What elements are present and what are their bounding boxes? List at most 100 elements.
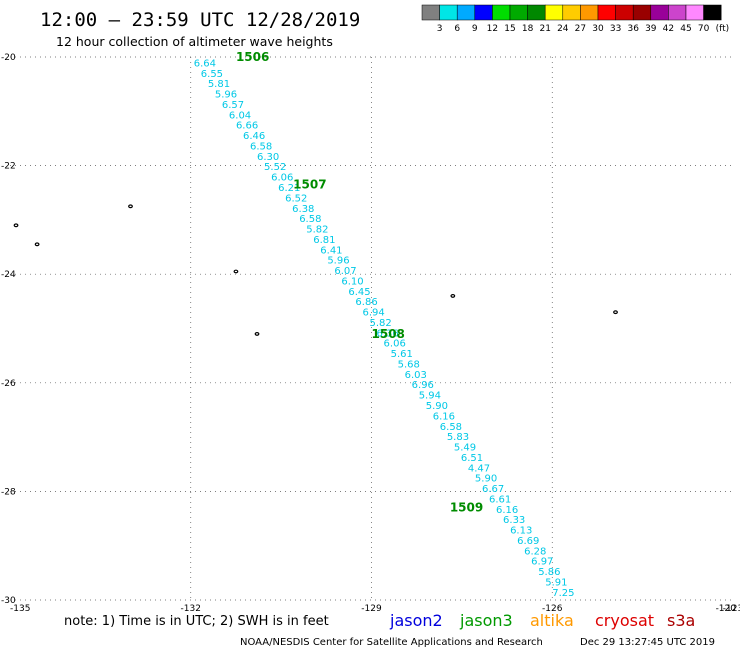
wave-height-value: 4.47 — [468, 463, 490, 474]
wave-height-value: 6.52 — [285, 193, 307, 204]
island-shape — [254, 332, 260, 336]
wave-height-value: 6.58 — [250, 141, 272, 152]
wave-height-value: 6.07 — [334, 266, 356, 277]
wave-height-value: 7.25 — [552, 588, 574, 599]
wave-height-value: 5.61 — [391, 349, 413, 360]
colorbar-swatch — [597, 4, 616, 21]
wave-height-value: 6.69 — [517, 536, 539, 547]
colorbar-swatch — [509, 4, 528, 21]
colorbar-label: 3 — [437, 24, 443, 34]
wave-height-value: 6.16 — [496, 505, 518, 516]
pass-number-label: 1509 — [450, 501, 483, 515]
wave-height-value: 6.61 — [489, 494, 511, 505]
colorbar-label: 21 — [539, 24, 550, 34]
colorbar-swatch — [456, 4, 476, 21]
wave-height-value: 5.91 — [545, 577, 567, 588]
colorbar-label: 42 — [663, 24, 674, 34]
colorbar-swatch — [492, 4, 511, 21]
colorbar-unit: (ft) — [716, 24, 730, 34]
colorbar-swatch — [527, 4, 546, 21]
pass-labels: 1506 1507 1508 1509 — [236, 50, 483, 515]
colorbar-label: 70 — [698, 24, 710, 34]
wave-height-value: 5.90 — [426, 401, 448, 412]
wave-height-value: 6.21 — [278, 183, 300, 194]
y-tick-label: -26 — [1, 379, 16, 389]
y-tick-label: -22 — [1, 162, 16, 172]
x-tick-label: -123 — [723, 604, 740, 614]
colorbar-label: 12 — [487, 24, 498, 34]
wave-height-value: 5.82 — [369, 318, 391, 329]
satellite-legend-jason2: jason2 — [389, 611, 443, 630]
wave-height-value: 6.97 — [531, 557, 553, 568]
wave-height-value: 6.28 — [524, 546, 546, 557]
wave-height-value: 5.94 — [419, 391, 441, 402]
x-tick-label: -120 — [716, 604, 737, 614]
chart-subtitle: 12 hour collection of altimeter wave hei… — [56, 34, 333, 49]
colorbar-label: 24 — [557, 24, 569, 34]
y-tick-label: -20 — [1, 53, 16, 63]
wave-height-value: 6.94 — [362, 308, 384, 319]
colorbar-label: 39 — [645, 24, 657, 34]
y-tick-label: -30 — [1, 596, 16, 606]
wave-height-value: 6.57 — [222, 100, 244, 111]
wave-height-value: 6.45 — [348, 287, 370, 298]
island-shape — [450, 294, 456, 298]
island-shape — [128, 204, 133, 209]
wave-height-value: 6.96 — [412, 380, 434, 391]
pass-number-label: 1508 — [372, 327, 405, 341]
footer-timestamp: Dec 29 13:27:45 UTC 2019 — [580, 637, 715, 648]
wave-height-value: 5.90 — [475, 474, 497, 485]
wave-height-value: 6.10 — [341, 276, 363, 287]
wave-height-value: 6.86 — [355, 297, 377, 308]
footer-note: note: 1) Time is in UTC; 2) SWH is in fe… — [64, 614, 329, 629]
y-tick-label: -24 — [1, 270, 16, 280]
colorbar-label: 33 — [610, 24, 621, 34]
colorbar-label: 30 — [592, 24, 604, 34]
wave-height-value: 6.36 — [377, 328, 399, 339]
island-shape — [13, 223, 19, 228]
wave-height-value: 6.33 — [503, 515, 525, 526]
colorbar-legend: 3 6 9 12 15 18 21 24 27 30 33 36 39 42 45 70 (ft) — [421, 4, 730, 34]
colorbar-label: 6 — [454, 24, 460, 34]
wave-height-value: 5.81 — [208, 79, 230, 90]
satellite-legend-altika: altika — [530, 611, 574, 630]
colorbar-swatch — [439, 4, 458, 21]
wave-height-value: 6.06 — [271, 173, 293, 184]
wave-height-value: 6.13 — [510, 526, 532, 537]
colorbar-swatch — [650, 4, 669, 21]
wave-height-value: 6.81 — [313, 235, 335, 246]
colorbar-swatch — [562, 4, 581, 21]
wave-height-value: 6.03 — [405, 370, 427, 381]
colorbar-label: 27 — [575, 24, 586, 34]
colorbar-label: 36 — [627, 24, 639, 34]
y-tick-label: -28 — [1, 487, 16, 497]
satellite-legend-jason3: jason3 — [459, 611, 513, 630]
island-shape — [233, 269, 239, 274]
colorbar-label: 18 — [522, 24, 534, 34]
wave-height-value: 5.96 — [327, 256, 349, 267]
wave-height-value: 6.16 — [433, 411, 455, 422]
x-tick-label: -132 — [181, 604, 201, 614]
colorbar-swatch — [685, 4, 704, 21]
island-shape — [34, 242, 40, 247]
x-tick-label: -126 — [542, 604, 563, 614]
wave-height-value: 6.67 — [482, 484, 504, 495]
colorbar-swatch — [580, 4, 599, 21]
wave-height-value: 5.82 — [306, 225, 328, 236]
wave-height-value: 6.58 — [299, 214, 321, 225]
wave-height-value: 6.06 — [384, 339, 406, 350]
wave-height-value: 6.46 — [243, 131, 265, 142]
wave-height-value: 6.66 — [236, 121, 258, 132]
map-grid: -135 -132 -129 -126 -123-120 -20 -22 -24 -26 -28 -… — [1, 53, 740, 614]
colorbar-swatch — [632, 4, 652, 21]
wave-height-value: 6.38 — [292, 204, 314, 215]
x-tick-label: -135 — [10, 604, 30, 614]
wave-height-value: 5.96 — [215, 90, 237, 101]
wave-height-value: 6.41 — [320, 245, 342, 256]
colorbar-swatch — [544, 4, 564, 21]
satellite-legend-s3a: s3a — [667, 611, 695, 630]
colorbar-swatch — [668, 4, 687, 21]
wave-height-value: 5.49 — [454, 443, 476, 454]
island-shape — [613, 310, 618, 315]
